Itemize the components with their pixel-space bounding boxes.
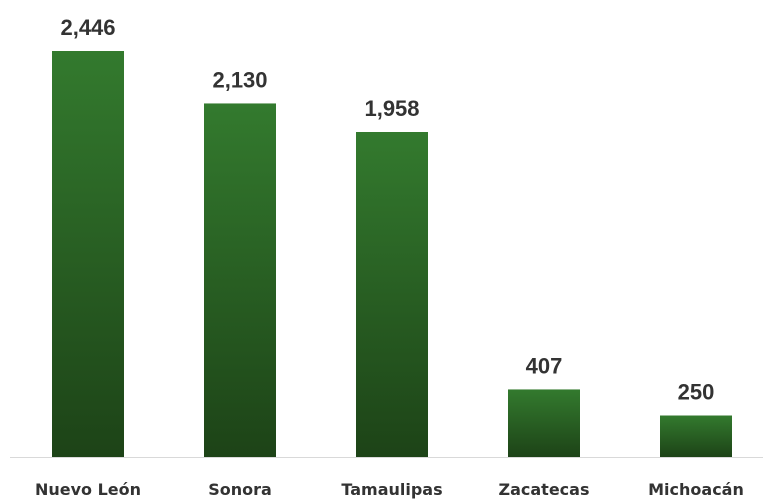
data-label-2: 1,958 (364, 96, 419, 121)
labels-layer: 2,446 Nuevo León 2,130 Sonora 1,958 Tamaulipa… (35, 15, 744, 499)
x-tick-label-2: Tamaulipas (341, 480, 442, 499)
x-tick-label-0: Nuevo León (35, 480, 141, 499)
bars-layer (52, 51, 732, 457)
x-tick-label-4: Michoacán (648, 480, 744, 499)
data-label-1: 2,130 (212, 67, 267, 92)
data-label-0: 2,446 (60, 15, 115, 40)
bar-1 (204, 103, 276, 457)
bar-2 (356, 132, 428, 457)
x-tick-label-1: Sonora (208, 480, 272, 499)
data-label-4: 250 (678, 380, 715, 405)
bar-4 (660, 415, 732, 457)
data-label-3: 407 (526, 353, 563, 378)
bar-3 (508, 389, 580, 457)
x-tick-label-3: Zacatecas (499, 480, 590, 499)
bar-0 (52, 51, 124, 457)
